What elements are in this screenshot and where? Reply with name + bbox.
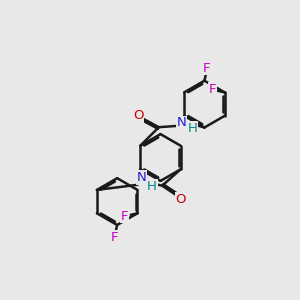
Text: F: F [208, 83, 216, 96]
Text: H: H [188, 122, 197, 135]
Text: F: F [203, 61, 211, 75]
Text: F: F [121, 210, 129, 223]
Text: F: F [111, 231, 118, 244]
Text: O: O [176, 193, 186, 206]
Text: N: N [177, 116, 187, 129]
Text: H: H [147, 180, 157, 193]
Text: O: O [133, 109, 143, 122]
Text: N: N [136, 171, 146, 184]
